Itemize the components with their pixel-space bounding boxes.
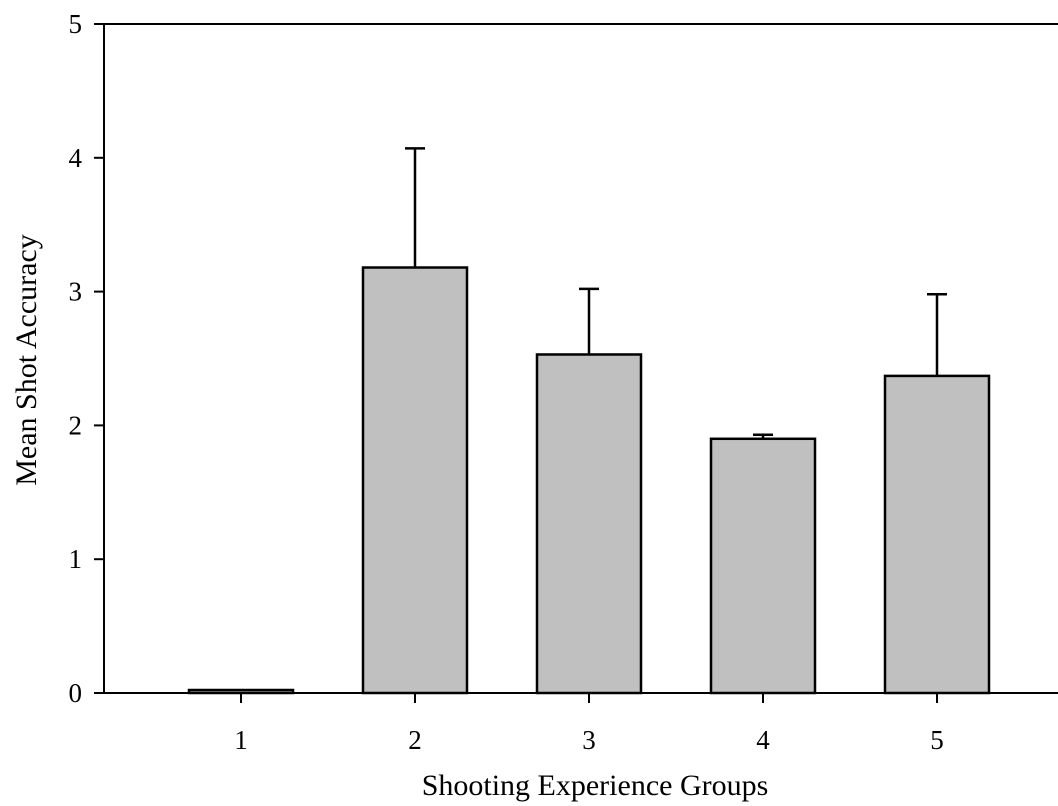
bar-4 (709, 437, 817, 695)
bar-5 (883, 374, 991, 695)
x-tick-label-5: 5 (930, 725, 944, 755)
y-tick-label-2: 2 (69, 410, 83, 440)
error-bars (405, 147, 947, 439)
x-tick-label-4: 4 (756, 725, 770, 755)
y-tick-label-5: 5 (69, 9, 83, 39)
x-tick-label-1: 1 (234, 725, 248, 755)
y-axis-title: Mean Shot Accuracy (10, 234, 43, 486)
x-tick-label-2: 2 (408, 725, 422, 755)
y-tick-label-4: 4 (69, 143, 83, 173)
x-axis-ticks: 1 2 3 4 5 (234, 693, 944, 755)
bars (187, 266, 991, 695)
y-tick-label-0: 0 (69, 678, 83, 708)
bar-3 (535, 353, 643, 695)
y-tick-label-1: 1 (69, 544, 83, 574)
bar-1 (187, 688, 295, 695)
x-tick-label-3: 3 (582, 725, 596, 755)
y-axis-ticks: 0 1 2 3 4 5 (69, 9, 104, 708)
x-axis-title: Shooting Experience Groups (422, 769, 769, 802)
y-tick-label-3: 3 (69, 277, 83, 307)
bar-2 (361, 266, 469, 695)
